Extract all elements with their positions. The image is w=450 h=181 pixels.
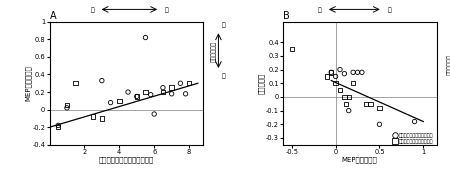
Point [54,126,62,129]
Text: 高: 高 [221,23,225,28]
Point [142,36,149,39]
Point [350,82,357,85]
Text: 高: 高 [387,8,391,13]
Point [288,48,295,50]
Point [336,68,343,71]
Point [63,106,71,109]
Point [54,124,62,127]
Point [185,82,193,85]
Text: 短: 短 [90,8,94,13]
Point [328,71,335,74]
Text: 学習保持能力: 学習保持能力 [447,54,450,75]
Point [332,75,339,78]
Point [63,104,71,107]
X-axis label: 後期学習段階練習ブロック数: 後期学習段階練習ブロック数 [99,156,154,163]
Point [376,106,383,109]
Point [142,91,149,94]
Point [168,86,175,89]
Point [376,123,383,126]
Point [350,71,357,74]
Text: 長: 長 [165,8,168,13]
Legend: 後期学習段階が長い被験者, 後期学習段階が短い被験者: 後期学習段階が長い被験者, 後期学習段階が短い被験者 [392,132,434,145]
Y-axis label: 学習保持率: 学習保持率 [258,73,264,94]
Point [133,95,140,98]
Text: B: B [283,11,290,21]
Point [354,71,361,74]
Point [363,102,370,105]
Point [159,86,166,89]
Point [177,82,184,85]
Point [98,79,105,82]
Point [345,96,352,98]
Point [147,93,154,96]
Point [332,82,339,85]
Point [125,91,132,94]
Point [159,91,166,94]
Point [168,92,175,95]
Point [341,72,348,75]
Point [342,102,350,105]
Point [98,117,105,120]
Text: A: A [50,11,56,21]
Point [341,96,348,98]
Point [90,115,97,118]
Point [328,71,335,74]
Point [323,75,330,78]
Text: 運動野興奮性: 運動野興奮性 [211,41,216,62]
X-axis label: MEP振幅西加率: MEP振幅西加率 [342,156,378,163]
Point [345,109,352,112]
Point [411,120,418,123]
Point [107,101,114,104]
Point [151,113,158,115]
Point [72,82,79,85]
Point [367,102,374,105]
Y-axis label: MEP振幅西加率: MEP振幅西加率 [24,65,31,101]
Point [336,89,343,92]
Point [358,71,365,74]
Text: 低: 低 [221,73,225,79]
Point [116,99,123,102]
Text: 低: 低 [318,8,321,13]
Point [182,92,189,95]
Point [133,95,140,98]
